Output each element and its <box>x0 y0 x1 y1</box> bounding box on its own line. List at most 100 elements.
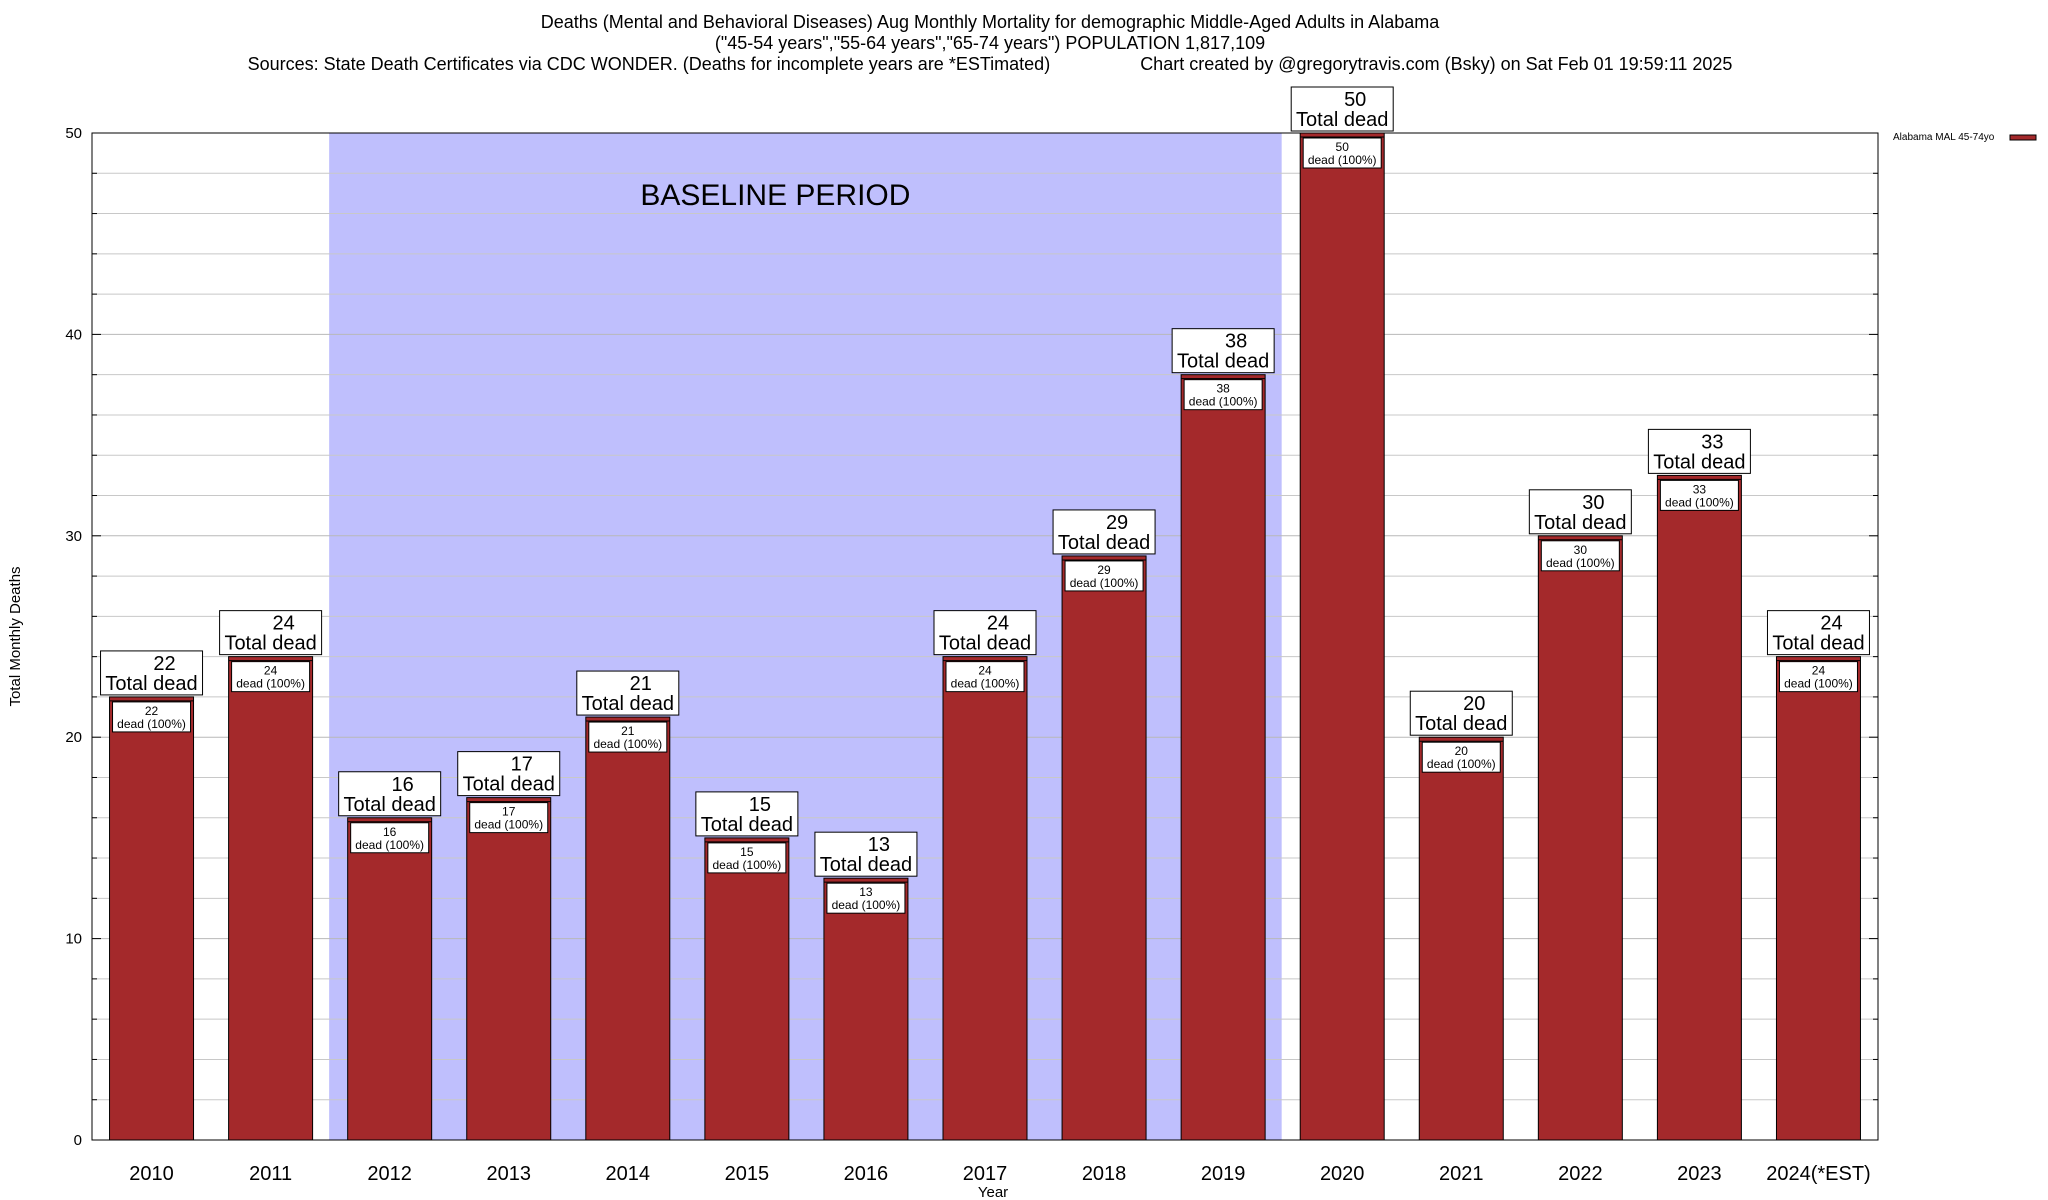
total-label-text: Total dead <box>1177 351 1269 373</box>
total-label-text: Total dead <box>1534 512 1626 534</box>
inner-label-box <box>826 882 906 914</box>
inner-label-box <box>1778 661 1858 693</box>
total-label-value: 29 <box>1106 512 1128 534</box>
inner-label-text: dead (100%) <box>1427 757 1496 771</box>
bar-2023 <box>1656 474 1742 1141</box>
total-label-box <box>1171 328 1275 374</box>
x-tick-label: 2024(*EST) <box>1766 1163 1871 1185</box>
inner-label-value: 21 <box>621 724 635 738</box>
inner-label-box <box>1659 479 1739 511</box>
total-label-text: Total dead <box>105 673 197 695</box>
chart-header: Deaths (Mental and Behavioral Diseases) … <box>0 12 1980 75</box>
inner-label-box <box>1540 540 1620 572</box>
x-tick-label: 2012 <box>367 1163 412 1185</box>
bar-2012 <box>347 817 433 1141</box>
inner-label-value: 24 <box>1812 664 1826 678</box>
inner-label-box <box>707 842 787 874</box>
y-tick-label: 40 <box>65 326 82 343</box>
inner-label-value: 16 <box>383 825 397 839</box>
total-label-box <box>219 610 323 656</box>
inner-label-box <box>469 802 549 834</box>
plot-frame <box>91 132 1879 1141</box>
x-tick-label: 2010 <box>129 1163 174 1185</box>
total-label-value: 38 <box>1225 331 1247 353</box>
inner-label-box <box>945 661 1025 693</box>
total-label-box <box>1766 610 1870 656</box>
bar-2019 <box>1180 374 1266 1141</box>
x-tick-label: 2023 <box>1677 1163 1722 1185</box>
inner-label-value: 30 <box>1574 543 1588 557</box>
inner-label-value: 24 <box>264 664 278 678</box>
inner-label-text: dead (100%) <box>117 717 186 731</box>
x-tick-label: 2013 <box>486 1163 531 1185</box>
total-label-text: Total dead <box>701 814 793 836</box>
total-label-box <box>1528 489 1632 535</box>
sources-line: Sources: State Death Certificates via CD… <box>0 54 1980 75</box>
total-label-box <box>1052 509 1156 555</box>
inner-label-text: dead (100%) <box>1189 395 1258 409</box>
total-label-value: 30 <box>1582 492 1604 514</box>
bar-2011 <box>228 656 314 1141</box>
total-label-value: 16 <box>392 774 414 796</box>
total-label-text: Total dead <box>224 633 316 655</box>
y-axis-label: Total Monthly Deaths <box>7 566 24 706</box>
inner-label-value: 22 <box>145 704 159 718</box>
x-tick-label: 2016 <box>844 1163 889 1185</box>
total-label-text: Total dead <box>344 794 436 816</box>
total-label-value: 17 <box>511 754 533 776</box>
x-tick-label: 2011 <box>249 1163 292 1185</box>
inner-label-text: dead (100%) <box>1308 153 1377 167</box>
total-label-text: Total dead <box>1296 109 1388 131</box>
inner-label-box <box>1302 137 1382 169</box>
total-label-value: 13 <box>868 834 890 856</box>
total-label-value: 24 <box>987 613 1009 635</box>
bar-2020 <box>1299 132 1385 1141</box>
inner-label-box <box>231 661 311 693</box>
x-tick-label: 2021 <box>1439 1163 1484 1185</box>
bar-2018 <box>1061 555 1147 1141</box>
bar-2024(*EST) <box>1775 656 1861 1141</box>
total-label-value: 24 <box>272 613 294 635</box>
total-label-box <box>814 831 918 877</box>
inner-label-text: dead (100%) <box>236 677 305 691</box>
total-label-value: 33 <box>1701 431 1723 453</box>
legend-swatch <box>2009 134 2037 141</box>
total-label-box <box>100 650 204 696</box>
inner-label-box <box>588 721 668 753</box>
chart-subtitle: ("45-54 years","55-64 years","65-74 year… <box>714 33 1266 53</box>
total-label-box <box>695 791 799 837</box>
inner-label-value: 15 <box>740 845 754 859</box>
y-tick-label: 50 <box>65 125 82 142</box>
bar-2013 <box>466 797 552 1141</box>
inner-label-value: 29 <box>1097 563 1111 577</box>
inner-label-text: dead (100%) <box>832 898 901 912</box>
total-label-box <box>933 610 1037 656</box>
y-tick-label: 10 <box>65 931 82 948</box>
total-label-text: Total dead <box>1058 532 1150 554</box>
inner-label-box <box>1421 741 1501 773</box>
inner-label-text: dead (100%) <box>355 838 424 852</box>
inner-label-box <box>350 822 430 854</box>
credit-text: Chart created by @gregorytravis.com (Bsk… <box>1140 54 1733 74</box>
total-label-box <box>457 751 561 797</box>
total-label-text: Total dead <box>939 633 1031 655</box>
inner-label-value: 20 <box>1455 744 1469 758</box>
inner-label-box <box>1183 379 1263 411</box>
total-label-box <box>1647 428 1751 474</box>
bar-2016 <box>823 877 909 1141</box>
total-label-box <box>1409 690 1513 736</box>
total-label-box <box>338 771 442 817</box>
inner-label-text: dead (100%) <box>1546 556 1615 570</box>
bar-2017 <box>942 656 1028 1141</box>
sources-text: Sources: State Death Certificates via CD… <box>247 54 1051 74</box>
total-label-text: Total dead <box>582 693 674 715</box>
y-tick-label: 30 <box>65 528 82 545</box>
total-label-value: 20 <box>1463 693 1485 715</box>
inner-label-value: 17 <box>502 805 516 819</box>
chart-title: Deaths (Mental and Behavioral Diseases) … <box>540 12 1440 32</box>
total-label-text: Total dead <box>1772 633 1864 655</box>
total-label-value: 22 <box>153 653 175 675</box>
x-tick-label: 2022 <box>1558 1163 1603 1185</box>
